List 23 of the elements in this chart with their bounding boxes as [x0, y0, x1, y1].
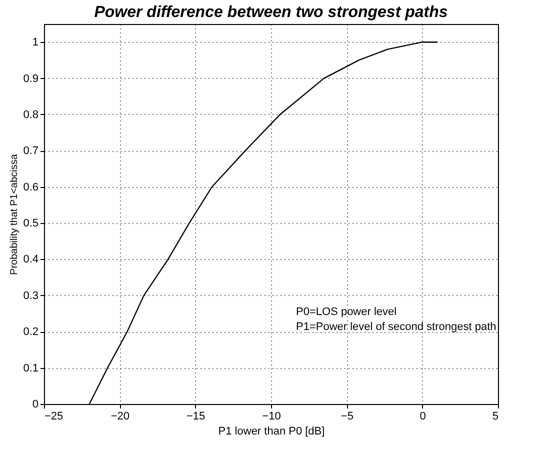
x-tick-label: −5 — [340, 410, 354, 422]
x-tick-label: −25 — [44, 410, 64, 422]
y-tick-label: 0 — [32, 398, 38, 410]
y-tick-label: 0.9 — [23, 72, 38, 85]
y-tick-label: 0.3 — [23, 290, 38, 302]
y-tick-label: 1 — [32, 36, 38, 49]
x-tick-label: 5 — [492, 410, 498, 422]
y-tick-label: 0.5 — [23, 218, 38, 230]
y-tick-label: 0.8 — [23, 108, 38, 121]
chart-title: Power difference between two strongest paths — [94, 4, 448, 21]
x-tick-label: −10 — [262, 410, 281, 422]
y-tick-label: 0.1 — [23, 362, 38, 374]
y-tick-label: 0.2 — [23, 326, 38, 338]
x-tick-label: −20 — [110, 410, 130, 422]
y-tick-label: 0.7 — [23, 145, 38, 158]
y-tick-label: 0.4 — [23, 254, 38, 266]
x-tick-label: −15 — [186, 410, 206, 422]
annotation: P0=LOS power level — [296, 306, 397, 318]
y-tick-label: 0.6 — [23, 181, 38, 194]
annotation: P1=Power level of second strongest path — [296, 321, 496, 333]
y-axis-title: Probability that P1<abcissa — [9, 154, 20, 275]
x-tick-label: 0 — [420, 410, 426, 422]
x-axis-title: P1 lower than P0 [dB] — [218, 426, 325, 438]
